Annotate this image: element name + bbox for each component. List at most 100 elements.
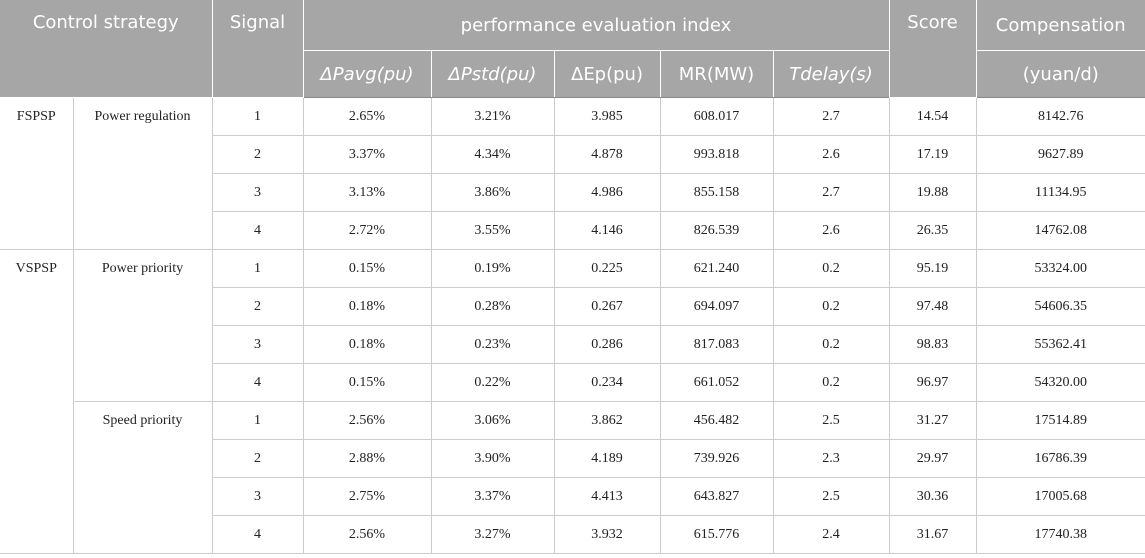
header-delta-pstd: ΔPstd(pu) — [431, 50, 555, 98]
cell-pstd: 0.28% — [431, 287, 555, 326]
cell-signal: 4 — [212, 211, 304, 250]
cell-ep: 3.985 — [554, 97, 661, 136]
cell-pstd: 3.90% — [431, 439, 555, 478]
cell-signal: 1 — [212, 97, 304, 136]
cell-compensation: 17514.89 — [976, 401, 1145, 440]
cell-ep: 4.413 — [554, 477, 661, 516]
table-row: 3 0.18% 0.23% 0.286 817.083 0.2 98.83 55362.41 — [0, 325, 1145, 364]
mode-cell: Power priority — [73, 249, 213, 402]
cell-pstd: 3.06% — [431, 401, 555, 440]
cell-signal: 4 — [212, 515, 304, 554]
cell-score: 26.35 — [889, 211, 977, 250]
cell-ep: 4.986 — [554, 173, 661, 212]
cell-pavg: 2.75% — [303, 477, 432, 516]
cell-ep: 0.234 — [554, 363, 661, 402]
cell-pstd: 0.23% — [431, 325, 555, 364]
cell-pavg: 0.15% — [303, 249, 432, 288]
mode-cell: Power regulation — [73, 97, 213, 250]
cell-pavg: 2.56% — [303, 401, 432, 440]
cell-compensation: 11134.95 — [976, 173, 1145, 212]
header-performance-evaluation-index: performance evaluation index — [303, 0, 890, 51]
cell-ep: 0.225 — [554, 249, 661, 288]
cell-ep: 0.286 — [554, 325, 661, 364]
cell-tdelay: 0.2 — [773, 287, 890, 326]
cell-mr: 615.776 — [660, 515, 774, 554]
cell-pavg: 2.72% — [303, 211, 432, 250]
cell-score: 14.54 — [889, 97, 977, 136]
cell-score: 97.48 — [889, 287, 977, 326]
cell-score: 19.88 — [889, 173, 977, 212]
table-row: 4 2.56% 3.27% 3.932 615.776 2.4 31.67 17740.38 — [0, 515, 1145, 554]
cell-compensation: 55362.41 — [976, 325, 1145, 364]
cell-tdelay: 0.2 — [773, 249, 890, 288]
cell-score: 30.36 — [889, 477, 977, 516]
cell-signal: 2 — [212, 287, 304, 326]
cell-compensation: 17005.68 — [976, 477, 1145, 516]
cell-signal: 3 — [212, 325, 304, 364]
cell-score: 31.67 — [889, 515, 977, 554]
cell-tdelay: 2.4 — [773, 515, 890, 554]
table-row: 3 3.13% 3.86% 4.986 855.158 2.7 19.88 11134.95 — [0, 173, 1145, 212]
cell-tdelay: 0.2 — [773, 325, 890, 364]
cell-score: 96.97 — [889, 363, 977, 402]
cell-signal: 2 — [212, 135, 304, 174]
cell-ep: 4.146 — [554, 211, 661, 250]
cell-tdelay: 2.5 — [773, 477, 890, 516]
cell-pstd: 0.22% — [431, 363, 555, 402]
cell-tdelay: 2.6 — [773, 135, 890, 174]
header-signal: Signal — [212, 0, 304, 98]
cell-tdelay: 2.7 — [773, 97, 890, 136]
cell-mr: 826.539 — [660, 211, 774, 250]
cell-score: 31.27 — [889, 401, 977, 440]
cell-ep: 3.932 — [554, 515, 661, 554]
table-row: FSPSP Power regulation 1 2.65% 3.21% 3.985 608… — [0, 97, 1145, 250]
cell-mr: 621.240 — [660, 249, 774, 288]
cell-pavg: 2.56% — [303, 515, 432, 554]
header-compensation: Compensation — [976, 0, 1145, 51]
cell-compensation: 17740.38 — [976, 515, 1145, 554]
cell-tdelay: 0.2 — [773, 363, 890, 402]
cell-pavg: 3.37% — [303, 135, 432, 174]
mode-cell: Speed priority — [73, 401, 213, 554]
cell-compensation: 54606.35 — [976, 287, 1145, 326]
cell-mr: 661.052 — [660, 363, 774, 402]
header-delta-pavg: ΔPavg(pu) — [303, 50, 432, 98]
cell-signal: 3 — [212, 477, 304, 516]
cell-signal: 1 — [212, 401, 304, 440]
cell-score: 95.19 — [889, 249, 977, 288]
cell-tdelay: 2.7 — [773, 173, 890, 212]
table-body: FSPSP Power regulation 1 2.65% 3.21% 3.985 608… — [0, 97, 1145, 554]
cell-pavg: 0.15% — [303, 363, 432, 402]
cell-score: 98.83 — [889, 325, 977, 364]
cell-pstd: 3.21% — [431, 97, 555, 136]
cell-ep: 3.862 — [554, 401, 661, 440]
cell-signal: 1 — [212, 249, 304, 288]
table-row: 4 0.15% 0.22% 0.234 661.052 0.2 96.97 54320.00 — [0, 363, 1145, 402]
table-row: 4 2.72% 3.55% 4.146 826.539 2.6 26.35 14762.08 — [0, 211, 1145, 250]
cell-pstd: 3.27% — [431, 515, 555, 554]
cell-mr: 608.017 — [660, 97, 774, 136]
cell-pstd: 3.86% — [431, 173, 555, 212]
cell-signal: 2 — [212, 439, 304, 478]
cell-compensation: 16786.39 — [976, 439, 1145, 478]
table-row: 3 2.75% 3.37% 4.413 643.827 2.5 30.36 17005.68 — [0, 477, 1145, 516]
cell-ep: 0.267 — [554, 287, 661, 326]
cell-pavg: 0.18% — [303, 325, 432, 364]
cell-compensation: 8142.76 — [976, 97, 1145, 136]
cell-mr: 456.482 — [660, 401, 774, 440]
strategy-cell: FSPSP — [0, 97, 74, 250]
cell-tdelay: 2.3 — [773, 439, 890, 478]
cell-pavg: 3.13% — [303, 173, 432, 212]
cell-compensation: 53324.00 — [976, 249, 1145, 288]
cell-pavg: 0.18% — [303, 287, 432, 326]
cell-mr: 694.097 — [660, 287, 774, 326]
cell-signal: 4 — [212, 363, 304, 402]
cell-pavg: 2.65% — [303, 97, 432, 136]
table-row: 2 0.18% 0.28% 0.267 694.097 0.2 97.48 54606.35 — [0, 287, 1145, 326]
header-mr: MR(MW) — [660, 50, 774, 98]
cell-score: 29.97 — [889, 439, 977, 478]
header-control-strategy: Control strategy — [0, 0, 213, 98]
cell-compensation: 9627.89 — [976, 135, 1145, 174]
cell-mr: 993.818 — [660, 135, 774, 174]
